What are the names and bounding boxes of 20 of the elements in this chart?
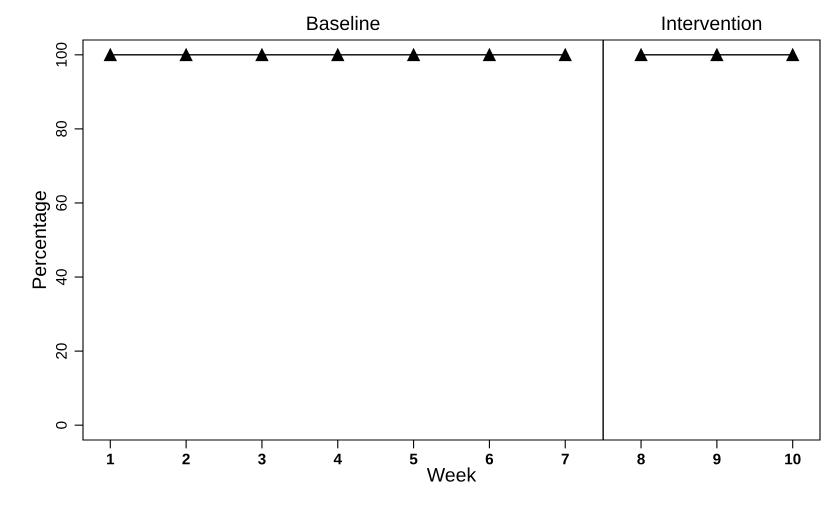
- y-tick-label: 60: [56, 195, 67, 211]
- x-tick-label: 9: [713, 454, 721, 464]
- x-tick-label: 5: [410, 454, 418, 464]
- y-axis-title: Percentage: [32, 191, 50, 288]
- x-tick-label: 4: [334, 454, 342, 464]
- y-tick-label: 80: [56, 120, 67, 137]
- x-axis-title: Week: [426, 467, 476, 482]
- x-tick-label: 6: [486, 454, 494, 464]
- y-tick-label: 0: [56, 422, 67, 429]
- y-tick-label: 20: [56, 343, 67, 359]
- y-tick-label: 40: [56, 269, 67, 286]
- text: Baseline: [307, 16, 380, 30]
- x-tick-label: 10: [785, 454, 801, 464]
- x-tick-label: 7: [562, 454, 569, 464]
- y-tick-label: 100: [56, 42, 67, 66]
- x-tick-label: 2: [182, 454, 190, 464]
- x-tick-label: 3: [258, 454, 266, 464]
- x-tick-label: 8: [637, 454, 645, 464]
- text: Intervention: [662, 16, 762, 30]
- x-tick-label: 1: [107, 454, 114, 464]
